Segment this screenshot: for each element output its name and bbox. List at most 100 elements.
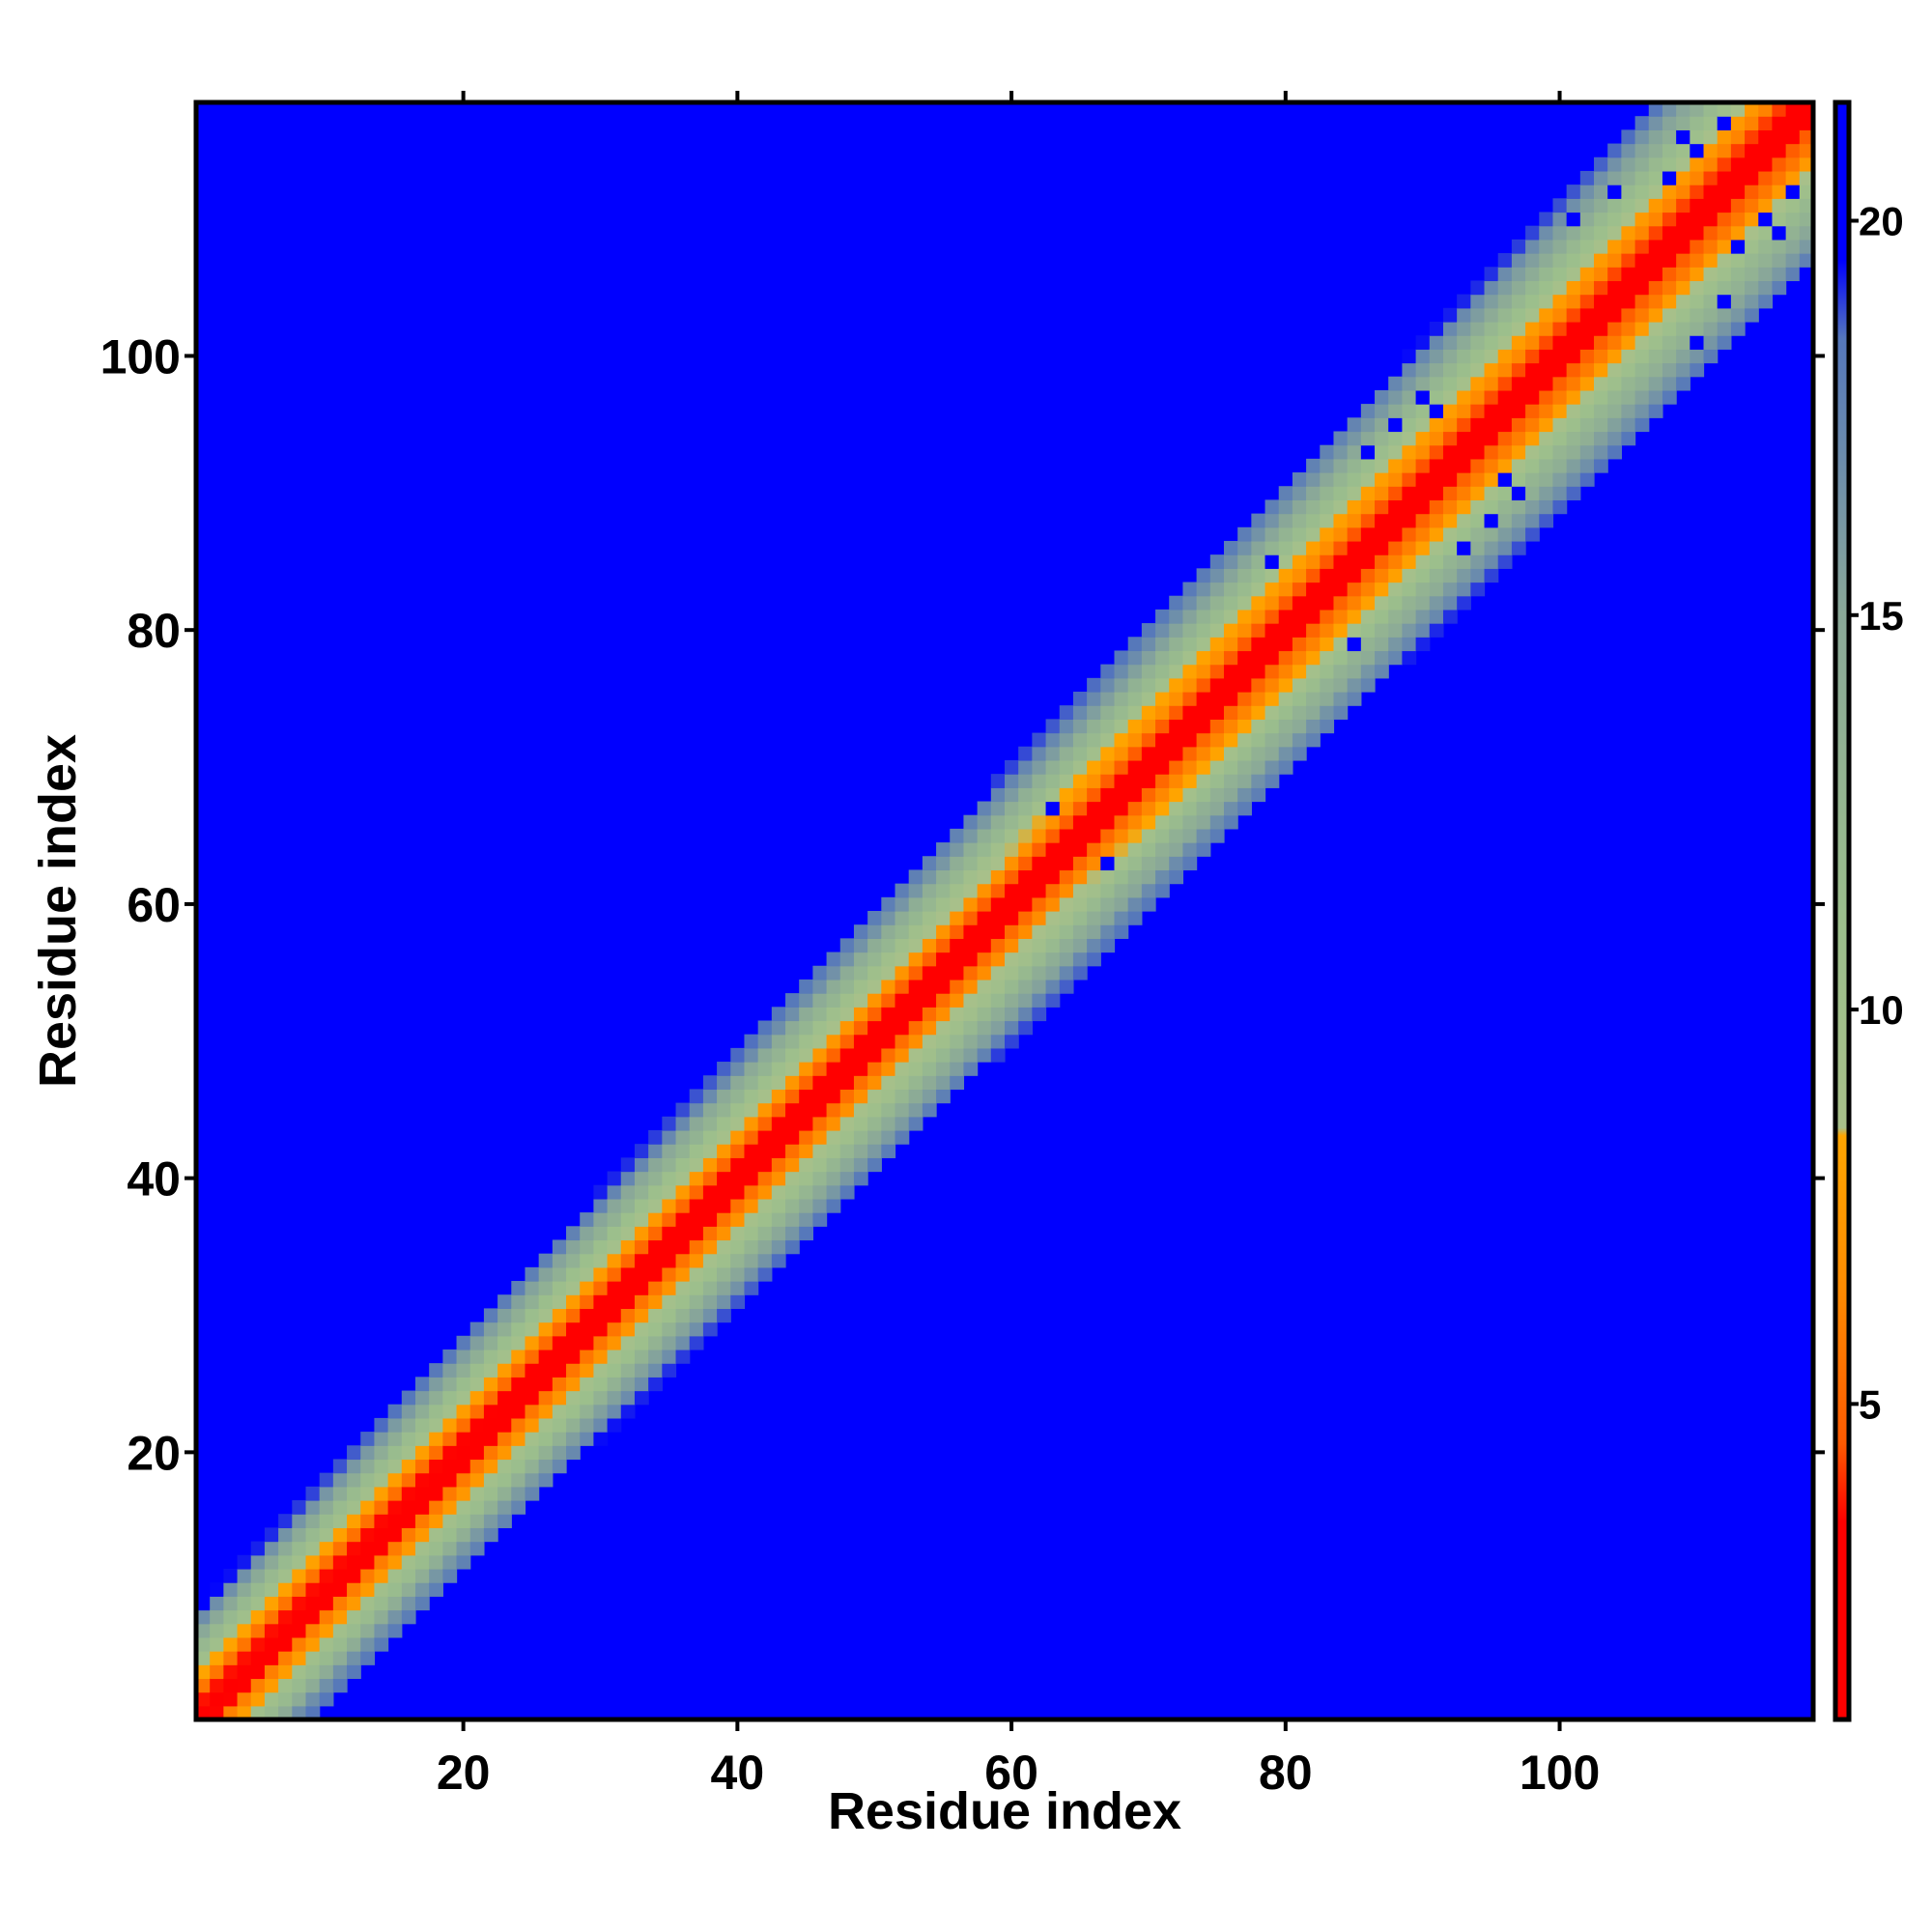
heatmap-cell xyxy=(1237,623,1252,638)
heatmap-cell xyxy=(1648,129,1663,145)
heatmap-cell xyxy=(1388,513,1404,528)
heatmap-cell xyxy=(1072,801,1088,816)
heatmap-cell xyxy=(662,1363,677,1378)
heatmap-cell xyxy=(1429,321,1444,336)
heatmap-cell xyxy=(1525,499,1540,515)
heatmap-cell xyxy=(607,1198,622,1213)
heatmap-cell xyxy=(237,1582,252,1597)
heatmap-cell xyxy=(771,1212,786,1227)
heatmap-cell xyxy=(292,1582,307,1597)
heatmap-cell xyxy=(1690,170,1705,185)
heatmap-cell xyxy=(401,1459,416,1474)
heatmap-cell xyxy=(895,979,910,994)
heatmap-cell xyxy=(264,1623,279,1638)
heatmap-cell xyxy=(799,1020,813,1036)
heatmap-cell xyxy=(1662,335,1677,350)
heatmap-cell xyxy=(278,1691,293,1707)
heatmap-cell xyxy=(1402,389,1417,405)
heatmap-cell xyxy=(1059,732,1074,748)
heatmap-cell xyxy=(1799,116,1814,130)
heatmap-cell xyxy=(1758,143,1774,158)
heatmap-cell xyxy=(1566,349,1581,364)
heatmap-cell xyxy=(1018,1020,1033,1036)
heatmap-cell xyxy=(1566,472,1581,487)
heatmap-cell xyxy=(977,828,992,843)
heatmap-cell xyxy=(730,1157,746,1173)
heatmap-cell xyxy=(1360,444,1376,460)
heatmap-cell xyxy=(360,1472,376,1488)
heatmap-cell xyxy=(1251,526,1266,542)
heatmap-cell xyxy=(442,1486,458,1501)
heatmap-cell xyxy=(689,1253,704,1268)
heatmap-cell xyxy=(1703,116,1719,130)
heatmap-cell xyxy=(264,1568,279,1583)
heatmap-cell xyxy=(853,1144,868,1158)
heatmap-cell xyxy=(497,1349,512,1364)
heatmap-cell xyxy=(662,1335,677,1350)
heatmap-cell xyxy=(1442,458,1458,473)
heatmap-cell xyxy=(525,1335,540,1350)
heatmap-cell xyxy=(1237,582,1252,597)
heatmap-cell xyxy=(1442,349,1458,364)
heatmap-cell xyxy=(429,1527,443,1543)
heatmap-cell xyxy=(1087,842,1101,857)
heatmap-cell xyxy=(1360,677,1376,693)
heatmap-cell xyxy=(1347,444,1362,460)
heatmap-cell xyxy=(867,1116,882,1131)
heatmap-cell xyxy=(839,1144,855,1158)
heatmap-cell xyxy=(1525,376,1540,391)
heatmap-cell xyxy=(1045,828,1061,843)
heatmap-cell xyxy=(648,1363,663,1378)
heatmap-cell xyxy=(552,1432,567,1446)
heatmap-cell xyxy=(347,1527,361,1543)
heatmap-cell xyxy=(785,993,800,1008)
heatmap-cell xyxy=(456,1417,471,1433)
heatmap-cell xyxy=(689,1144,704,1158)
heatmap-cell xyxy=(1621,362,1636,378)
heatmap-cell xyxy=(950,911,965,925)
heatmap-cell xyxy=(648,1212,663,1227)
heatmap-cell xyxy=(223,1705,239,1720)
heatmap-cell xyxy=(757,1212,773,1227)
heatmap-cell xyxy=(1264,732,1280,748)
heatmap-cell xyxy=(401,1417,416,1433)
heatmap-cell xyxy=(1141,896,1156,912)
heatmap-cell xyxy=(977,993,992,1008)
heatmap-cell xyxy=(1402,554,1417,569)
y-axis-title: Residue index xyxy=(29,734,87,1088)
heatmap-cell xyxy=(757,1253,773,1268)
heatmap-cell xyxy=(1621,170,1636,185)
heatmap-cell xyxy=(1196,814,1211,830)
heatmap-cell xyxy=(332,1678,348,1693)
heatmap-cell xyxy=(1497,404,1513,418)
heatmap-cell xyxy=(401,1472,416,1488)
heatmap-cell xyxy=(990,1020,1006,1036)
heatmap-cell xyxy=(1579,239,1595,254)
heatmap-cell xyxy=(237,1596,252,1611)
heatmap-cell xyxy=(607,1363,622,1378)
heatmap-cell xyxy=(1415,417,1431,433)
heatmap-cell xyxy=(305,1582,321,1597)
heatmap-cell xyxy=(1169,759,1184,775)
heatmap-cell xyxy=(1758,102,1774,117)
heatmap-cell xyxy=(826,1075,841,1091)
heatmap-cell xyxy=(374,1527,389,1543)
heatmap-cell xyxy=(1552,389,1568,405)
heatmap-cell xyxy=(1566,444,1581,460)
heatmap-cell xyxy=(1320,650,1335,666)
heatmap-cell xyxy=(1730,143,1746,158)
heatmap-cell xyxy=(442,1390,458,1406)
heatmap-cell xyxy=(1703,321,1719,336)
heatmap-cell xyxy=(977,1020,992,1036)
heatmap-cell xyxy=(1360,404,1376,418)
heatmap-cell xyxy=(1758,294,1774,309)
heatmap-cell xyxy=(278,1664,293,1680)
heatmap-cell xyxy=(566,1432,581,1446)
heatmap-cell xyxy=(1169,650,1184,666)
heatmap-cell xyxy=(305,1568,321,1583)
heatmap-cell xyxy=(1497,554,1513,569)
heatmap-cell xyxy=(1703,294,1719,309)
heatmap-cell xyxy=(1525,239,1540,254)
heatmap-cell xyxy=(963,924,979,939)
heatmap-cell xyxy=(1375,486,1389,501)
